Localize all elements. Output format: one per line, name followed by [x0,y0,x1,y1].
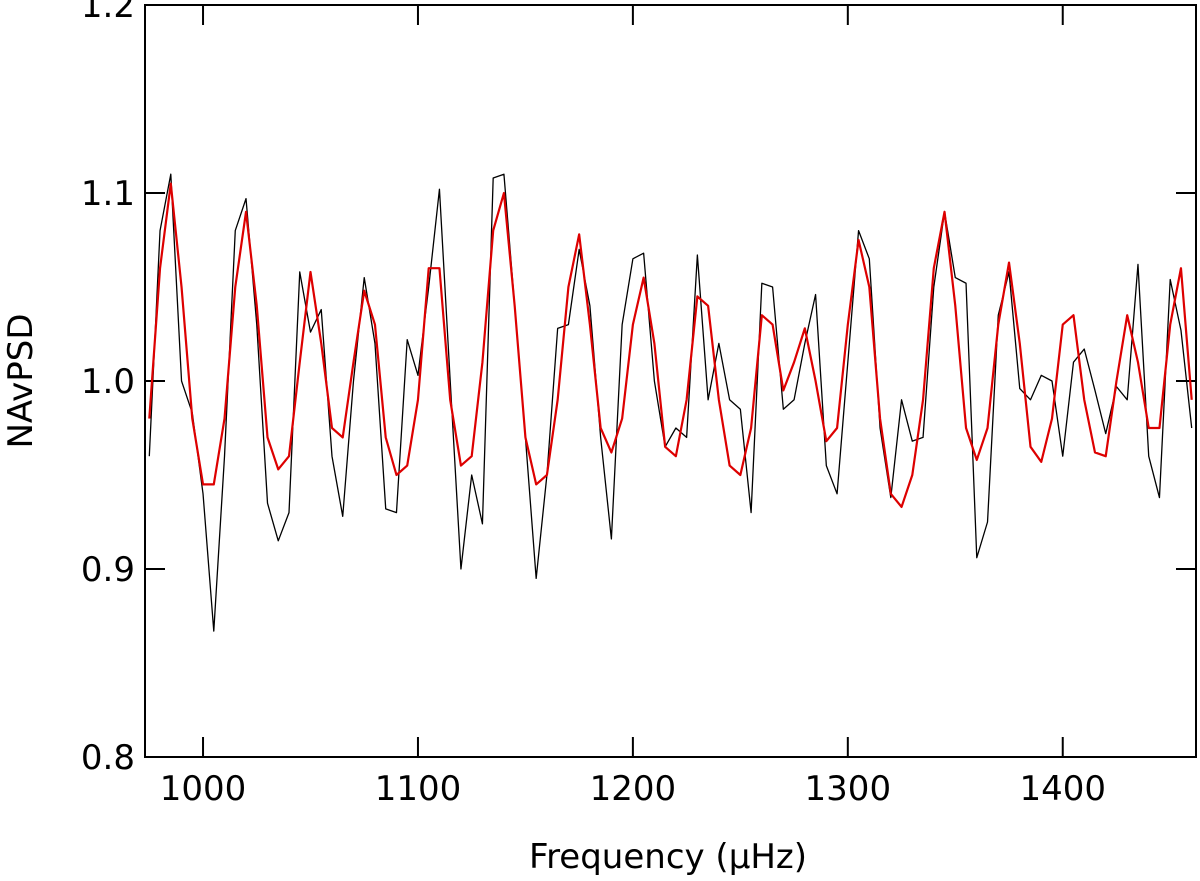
series-line [148,182,1193,509]
y-axis-label: NAvPSD [1,313,41,448]
series-line [148,173,1193,632]
x-tick-label: 1100 [375,769,462,809]
y-tick-label: 1.1 [81,174,135,214]
x-tick-label: 1200 [590,769,677,809]
y-tick-label: 0.9 [81,550,135,590]
y-tick-label: 1.2 [81,0,135,26]
x-tick-label: 1000 [160,769,247,809]
x-tick-label: 1400 [1019,769,1106,809]
x-tick-label: 1300 [805,769,892,809]
y-tick-label: 1.0 [81,362,135,402]
x-axis-label: Frequency (μHz) [529,837,807,877]
y-tick-label: 0.8 [81,738,135,778]
